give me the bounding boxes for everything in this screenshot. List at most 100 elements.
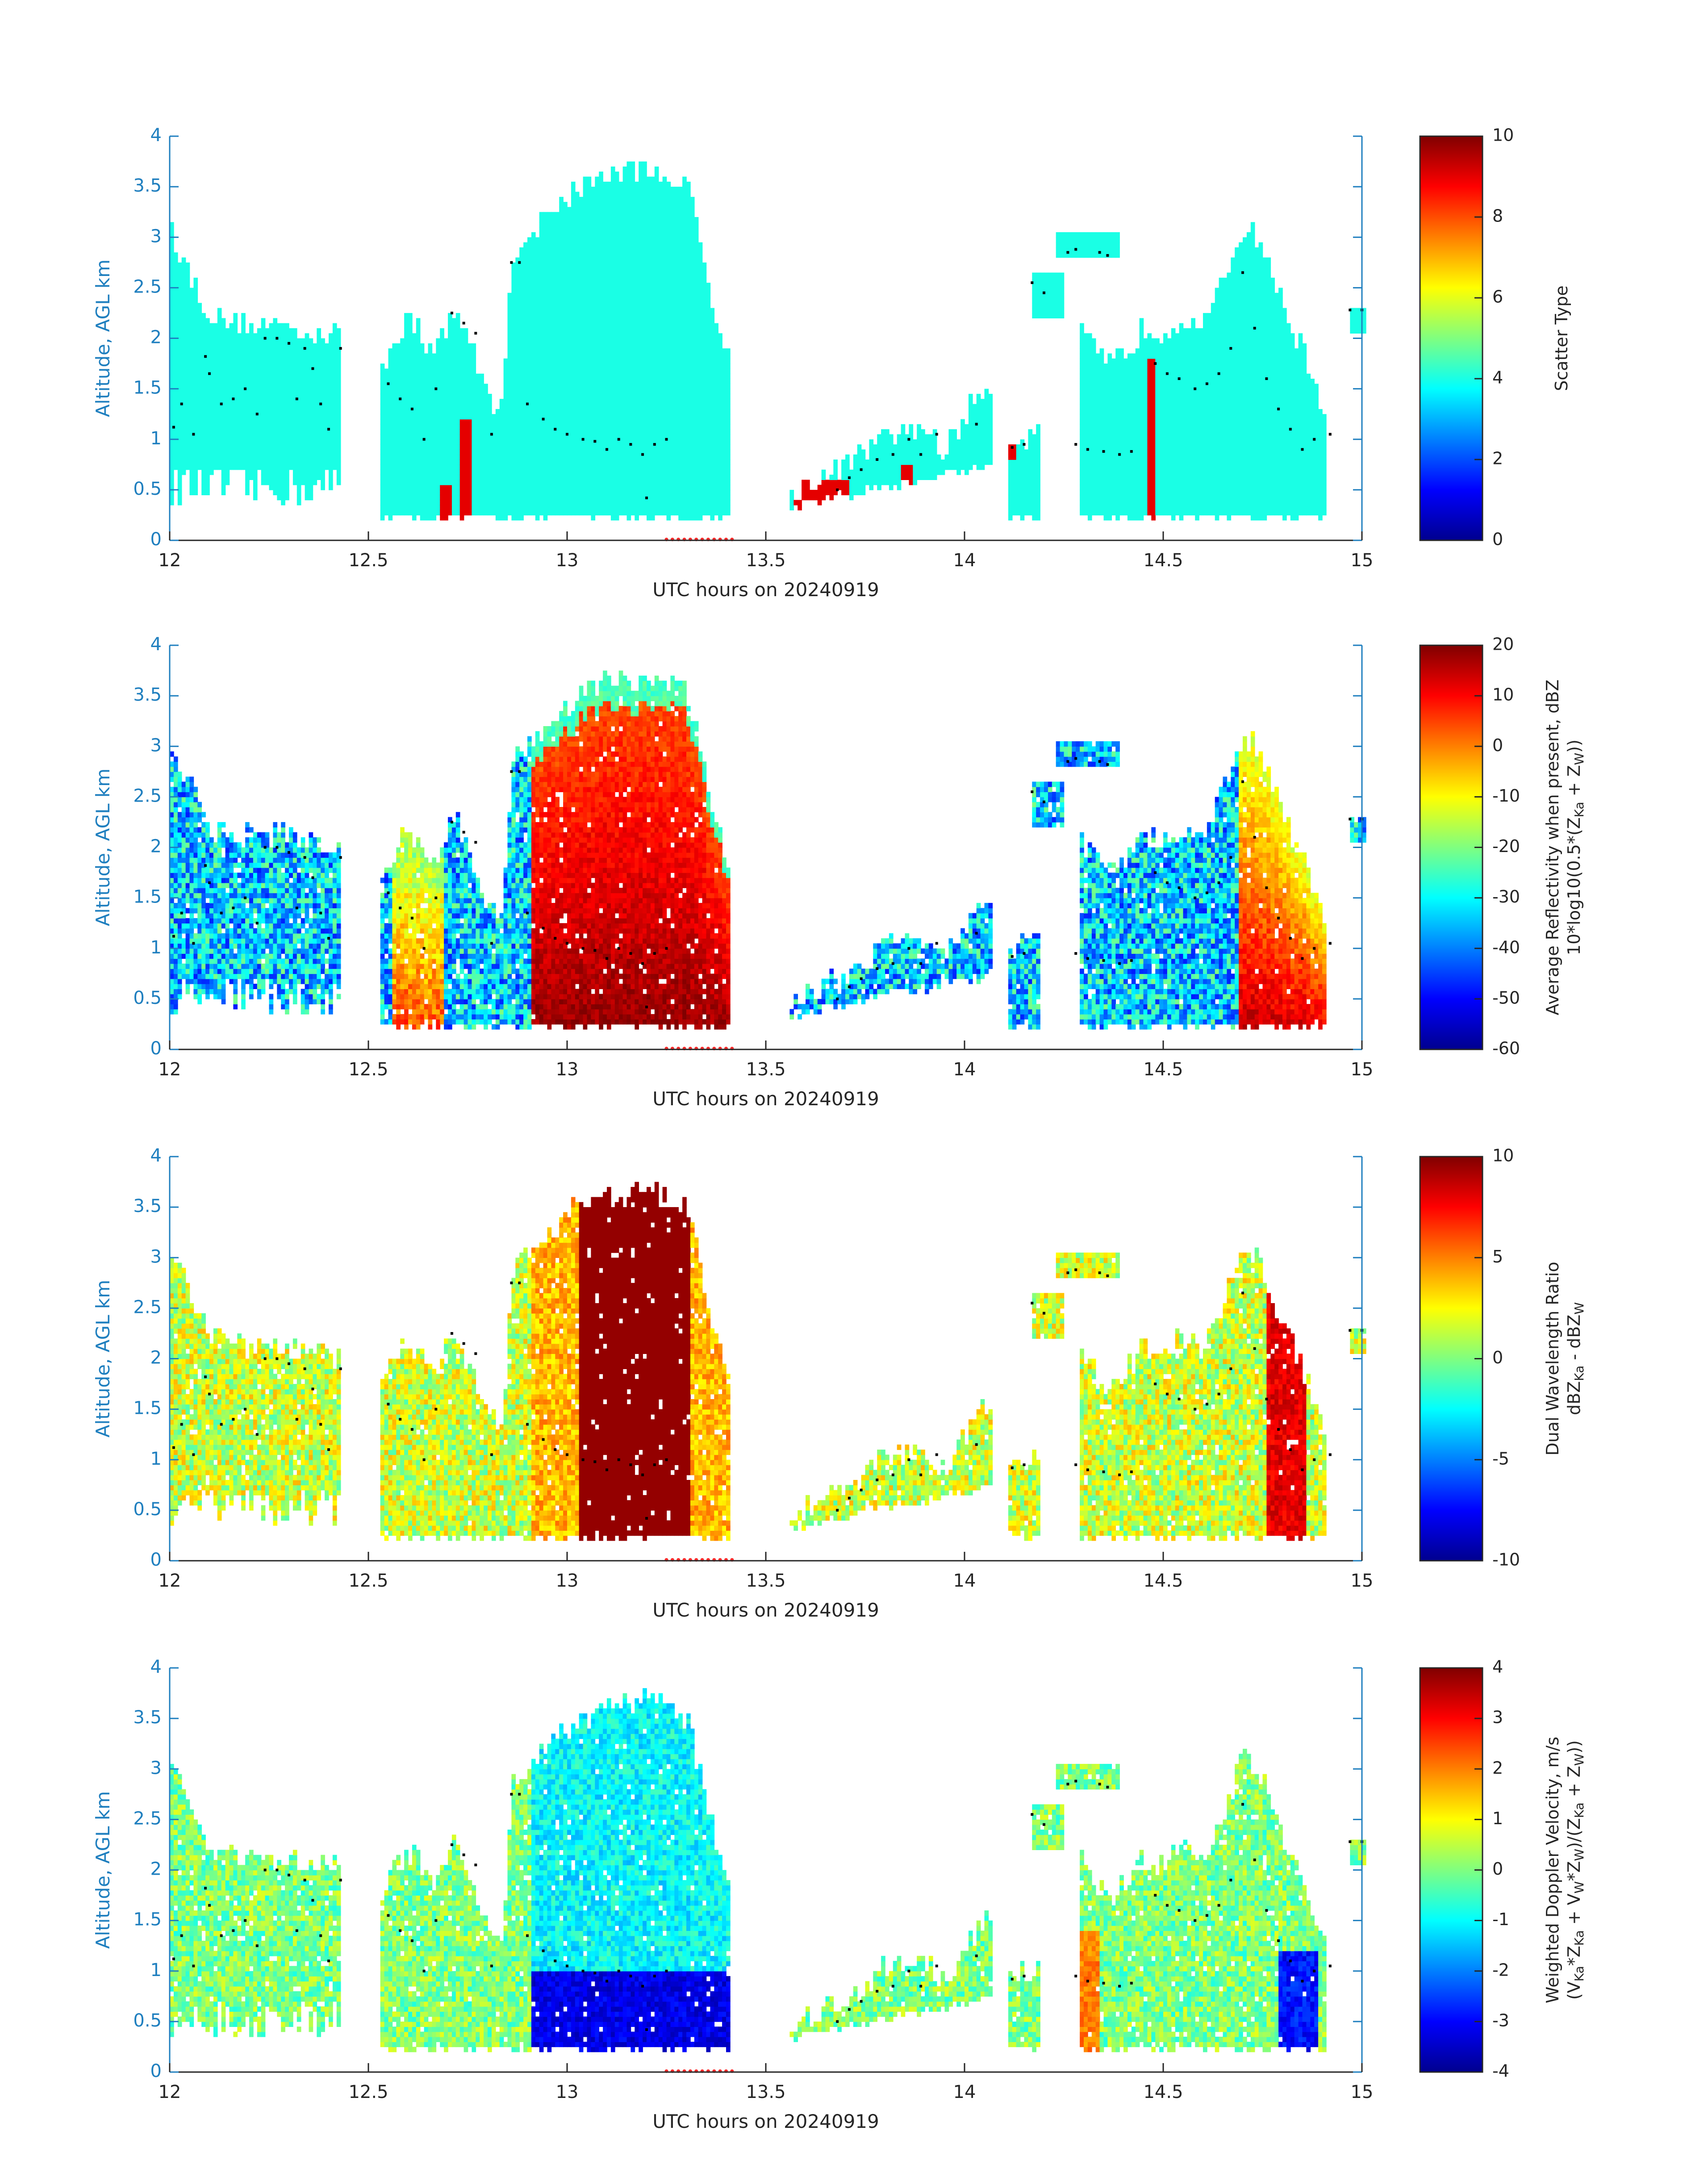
heatmap-cell	[400, 460, 405, 465]
heatmap-cell	[591, 368, 595, 374]
heatmap-cell	[237, 399, 242, 404]
heatmap-cell	[388, 414, 393, 419]
heatmap-cell	[543, 444, 548, 450]
heatmap-cell	[277, 495, 281, 500]
heatmap-cell	[257, 328, 262, 334]
heatmap-cell	[551, 470, 555, 475]
heatmap-cell	[599, 510, 603, 515]
heatmap-cell	[484, 439, 488, 445]
heatmap-cell	[209, 343, 214, 349]
heatmap-cell	[583, 313, 588, 318]
heatmap-cell	[551, 500, 555, 506]
heatmap-cell	[555, 252, 560, 258]
heatmap-cell	[400, 338, 405, 344]
heatmap-cell	[523, 500, 528, 506]
heatmap-cell	[253, 389, 258, 394]
heatmap-cell	[221, 475, 226, 480]
heatmap-cell	[464, 439, 468, 445]
heatmap-cell	[587, 227, 592, 233]
heatmap-cell	[583, 384, 588, 389]
heatmap-cell	[591, 267, 595, 273]
heatmap-cell	[289, 353, 293, 359]
heatmap-cell	[209, 364, 214, 369]
heatmap-cell	[551, 308, 555, 313]
heatmap-cell	[249, 384, 254, 389]
heatmap-cell	[424, 470, 429, 475]
heatmap-cell	[527, 288, 532, 293]
heatmap-cell	[230, 419, 234, 425]
heatmap-cell	[301, 384, 305, 389]
heatmap-cell	[230, 434, 234, 439]
heatmap-cell	[249, 429, 254, 435]
heatmap-cell	[388, 444, 393, 450]
heatmap-cell	[567, 359, 572, 364]
heatmap-cell	[559, 374, 564, 379]
heatmap-cell	[380, 404, 385, 409]
heatmap-cell	[217, 343, 222, 349]
heatmap-cell	[539, 308, 544, 313]
heatmap-cell	[440, 460, 444, 465]
heatmap-cell	[261, 409, 266, 414]
heatmap-cell	[452, 510, 456, 515]
heatmap-cell	[583, 258, 588, 263]
heatmap-cell	[205, 475, 210, 480]
heatmap-cell	[297, 338, 301, 344]
heatmap-cell	[317, 455, 321, 460]
heatmap-cell	[285, 389, 289, 394]
heatmap-cell	[535, 278, 540, 283]
heatmap-cell	[508, 429, 512, 435]
heatmap-cell	[571, 207, 576, 212]
heatmap-cell	[464, 460, 468, 465]
heatmap-cell	[472, 434, 476, 439]
heatmap-cell	[317, 449, 321, 455]
heatmap-cell	[325, 419, 329, 425]
heatmap-cell	[591, 298, 595, 303]
heatmap-cell	[599, 263, 603, 268]
heatmap-cell	[547, 374, 552, 379]
heatmap-cell	[432, 404, 436, 409]
heatmap-cell	[579, 424, 584, 430]
heatmap-cell	[567, 379, 572, 384]
heatmap-cell	[571, 252, 576, 258]
heatmap-cell	[182, 272, 186, 278]
heatmap-cell	[563, 455, 568, 460]
heatmap-cell	[511, 444, 516, 450]
heatmap-cell	[396, 455, 401, 460]
heatmap-cell	[213, 409, 218, 414]
heatmap-cell	[190, 318, 194, 323]
heatmap-cell	[504, 424, 508, 430]
heatmap-cell	[253, 379, 258, 384]
heatmap-cell	[217, 359, 222, 364]
heatmap-cell	[460, 353, 464, 359]
heatmap-cell	[205, 404, 210, 409]
heatmap-cell	[535, 318, 540, 323]
heatmap-cell	[587, 374, 592, 379]
heatmap-cell	[571, 389, 576, 394]
heatmap-cell	[420, 444, 425, 450]
heatmap-cell	[555, 404, 560, 409]
heatmap-cell	[583, 500, 588, 506]
heatmap-cell	[523, 293, 528, 298]
heatmap-cell	[186, 353, 190, 359]
heatmap-cell	[456, 368, 460, 374]
heatmap-cell	[571, 449, 576, 455]
heatmap-cell	[500, 414, 504, 419]
heatmap-cell	[535, 272, 540, 278]
heatmap-cell	[273, 379, 277, 384]
heatmap-cell	[440, 338, 444, 344]
heatmap-cell	[559, 232, 564, 238]
heatmap-cell	[317, 460, 321, 465]
heatmap-cell	[511, 364, 516, 369]
heatmap-cell	[456, 414, 460, 419]
heatmap-cell	[186, 374, 190, 379]
heatmap-cell	[289, 379, 293, 384]
heatmap-cell	[500, 399, 504, 404]
heatmap-cell	[523, 394, 528, 399]
heatmap-cell	[380, 460, 385, 465]
heatmap-cell	[217, 414, 222, 419]
heatmap-cell	[484, 485, 488, 490]
heatmap-cell	[293, 455, 297, 460]
heatmap-cell	[337, 389, 341, 394]
heatmap-cell	[468, 399, 472, 404]
heatmap-cell	[539, 212, 544, 217]
